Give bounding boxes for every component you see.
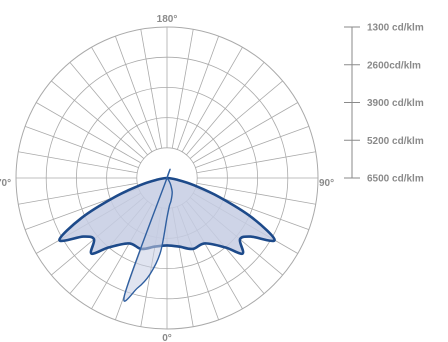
scale-label: 1300 cd/klm xyxy=(367,23,424,34)
angle-labels: 180° 70° 90° 0° xyxy=(0,14,334,342)
scale-label: 2600cd/klm xyxy=(367,60,421,71)
radial-scale: 1300 cd/klm 2600cd/klm 3900 cd/klm 5200 cd/… xyxy=(344,23,424,185)
scale-label: 6500 cd/klm xyxy=(367,174,424,185)
intensity-curves xyxy=(58,168,276,302)
angle-label-bottom: 0° xyxy=(162,333,172,342)
scale-label: 3900 cd/klm xyxy=(367,98,424,109)
angle-label-left: 70° xyxy=(0,178,11,189)
angle-label-right: 90° xyxy=(319,178,334,189)
curve-c90-c270 xyxy=(123,168,173,302)
angle-label-top: 180° xyxy=(157,14,178,25)
grid-ring xyxy=(76,87,258,269)
scale-label: 5200 cd/klm xyxy=(367,136,424,147)
grid-ring xyxy=(45,56,289,300)
